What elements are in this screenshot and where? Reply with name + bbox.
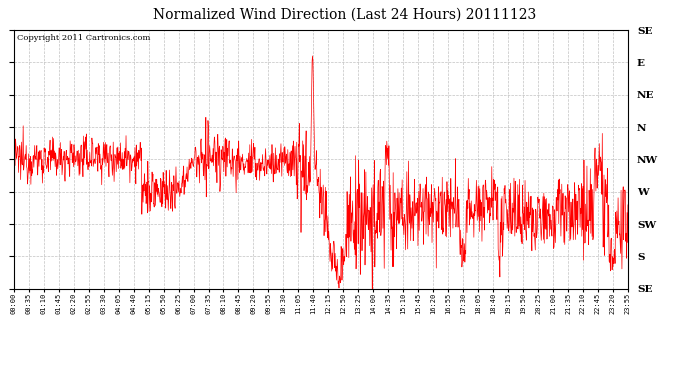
Text: Normalized Wind Direction (Last 24 Hours) 20111123: Normalized Wind Direction (Last 24 Hours… (153, 8, 537, 21)
Text: Copyright 2011 Cartronics.com: Copyright 2011 Cartronics.com (17, 34, 150, 42)
